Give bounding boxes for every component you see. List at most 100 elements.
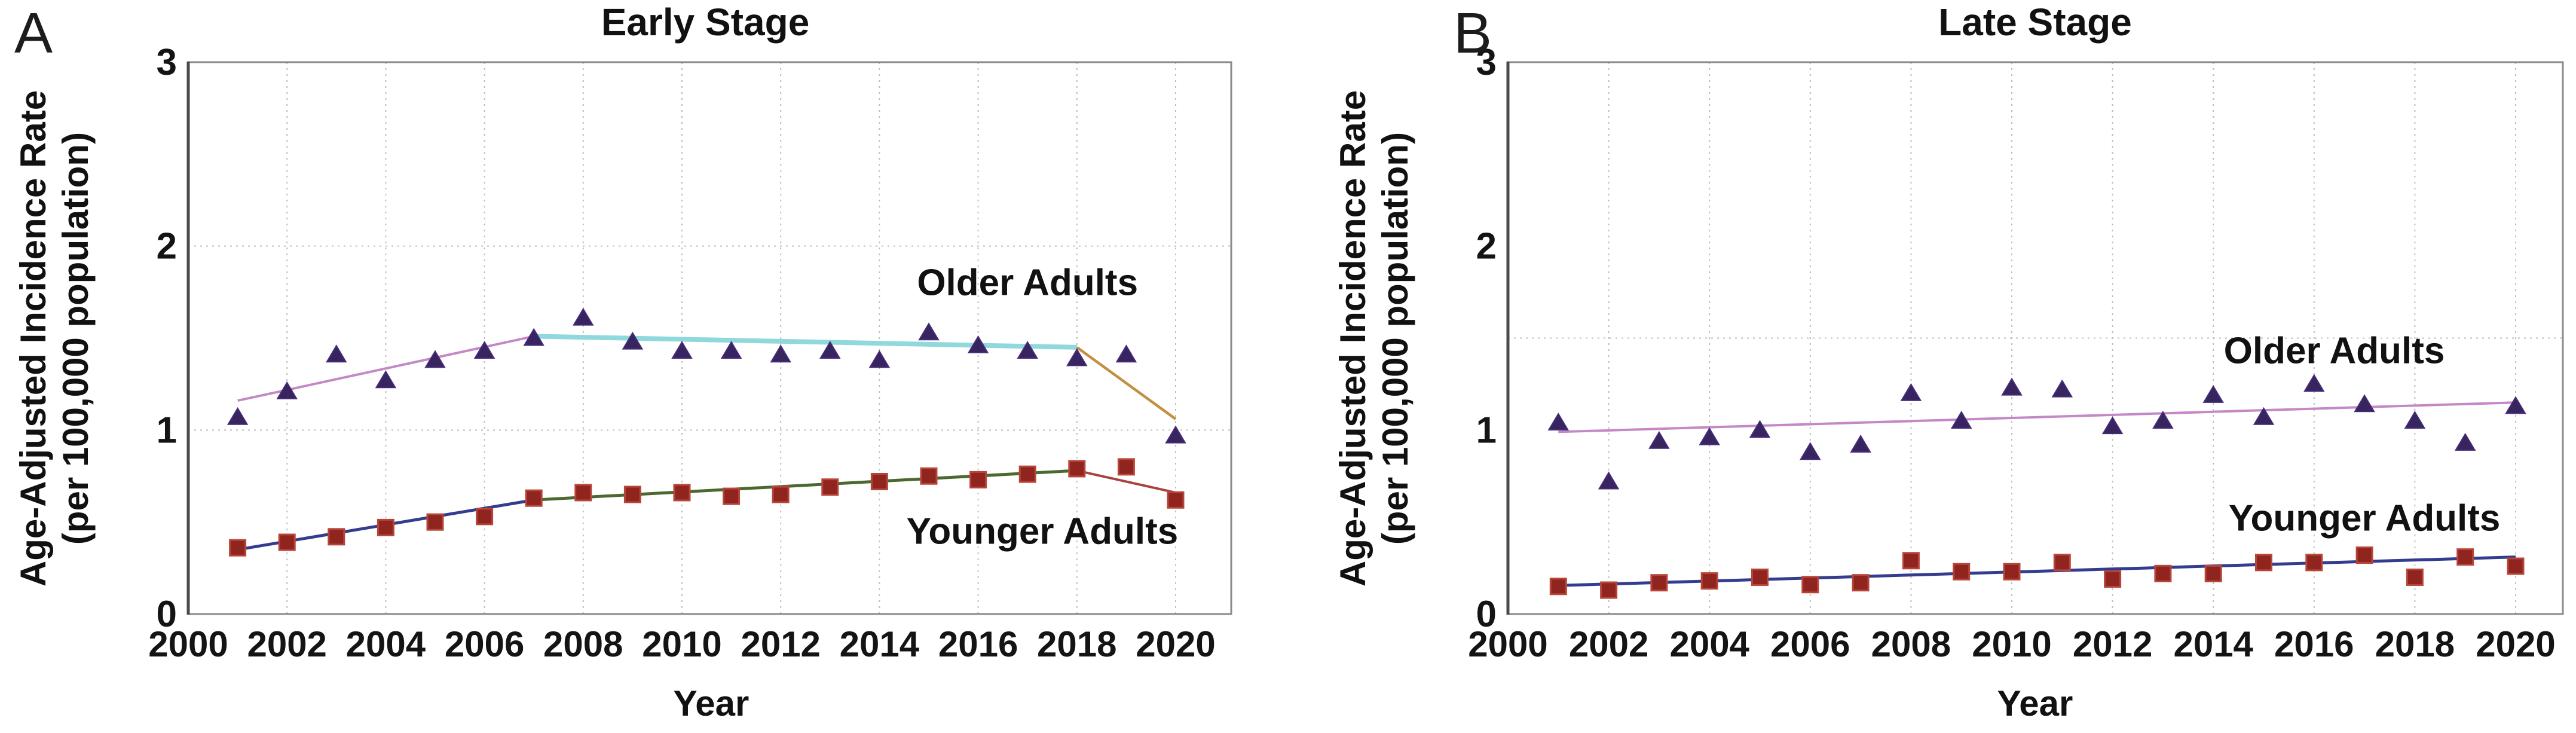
y-tick-label: 0	[1476, 594, 1497, 635]
data-point-triangle	[868, 350, 891, 368]
x-axis-label: Year	[673, 683, 749, 723]
data-point-triangle	[1749, 420, 1771, 438]
y-tick-label: 3	[157, 42, 177, 83]
data-point-triangle	[671, 341, 693, 359]
y-tick-label: 3	[1476, 42, 1497, 83]
x-tick-label: 2012	[741, 624, 820, 664]
trend-segment	[534, 334, 1077, 350]
data-point-square	[1167, 491, 1185, 509]
x-tick-label: 2008	[1871, 624, 1951, 664]
data-point-triangle	[622, 331, 644, 350]
series-label-older-adults: Older Adults	[2223, 330, 2445, 372]
data-point-square	[969, 471, 987, 488]
panel-letter-b: B	[1454, 1, 1492, 65]
x-tick-label: 2002	[1569, 624, 1648, 664]
data-point-triangle	[523, 328, 544, 346]
data-point-triangle	[227, 407, 249, 425]
y-axis-label-line2: (per 100,000 population)	[56, 132, 96, 545]
data-point-triangle	[1598, 471, 1620, 490]
x-tick-label: 2016	[2274, 624, 2354, 664]
y-axis-label-line1: Age-Adjusted Incidence Rate	[13, 90, 54, 587]
data-point-triangle	[473, 341, 495, 359]
data-point-triangle	[918, 322, 940, 341]
data-point-square	[2104, 570, 2122, 588]
data-point-square	[1650, 574, 1668, 592]
data-point-triangle	[1850, 434, 1871, 453]
series-label-older-adults: Older Adults	[917, 262, 1139, 304]
data-point-square	[2053, 554, 2071, 572]
data-point-square	[723, 487, 741, 505]
data-point-triangle	[326, 344, 347, 363]
series-younger-adults	[229, 458, 1185, 557]
data-point-square	[1549, 578, 1567, 595]
data-point-square	[1068, 460, 1086, 478]
data-point-square	[2154, 564, 2172, 582]
x-axis-label: Year	[1997, 683, 2073, 723]
data-point-triangle	[1547, 413, 1570, 431]
panel-plot-a: 2000 2002 2004 2006 2008 2010 2012 2014 2016 2018…	[148, 42, 1232, 664]
data-point-square	[377, 518, 394, 536]
data-point-square	[1700, 572, 1718, 590]
x-tick-label: 2004	[1669, 624, 1749, 664]
y-axis-label: Age-Adjusted Incidence Rate (per 100,000…	[13, 90, 97, 587]
data-point-triangle	[276, 381, 298, 399]
data-point-square	[2204, 564, 2222, 582]
trend-segment	[1076, 469, 1176, 494]
data-point-square	[772, 485, 790, 503]
trend-segment	[1558, 401, 2516, 433]
x-tick-label: 2014	[2173, 624, 2253, 664]
y-tick-label: 0	[157, 594, 177, 635]
x-tick-label: 2008	[543, 624, 623, 664]
data-point-square	[870, 472, 888, 490]
data-point-triangle	[2202, 384, 2224, 403]
data-point-square	[1751, 568, 1769, 586]
data-point-square	[1600, 581, 1618, 599]
y-axis-label-line1: Age-Adjusted Incidence Rate	[1333, 90, 1373, 587]
x-tick-label: 2006	[445, 624, 524, 664]
data-point-triangle	[1699, 427, 1720, 445]
x-tick-label: 2010	[1972, 624, 2051, 664]
x-tick-label: 2018	[2375, 624, 2455, 664]
data-point-square	[821, 478, 839, 496]
x-tick-label: 2010	[642, 624, 721, 664]
data-point-square	[920, 467, 938, 485]
x-tick-label: 2000	[148, 624, 228, 664]
panel-title-early-stage: Early Stage	[601, 1, 810, 44]
data-point-square	[2456, 548, 2474, 566]
data-point-triangle	[1950, 410, 1972, 429]
data-point-triangle	[2303, 374, 2325, 392]
data-point-square	[623, 485, 641, 503]
panel-title-late-stage: Late Stage	[1938, 1, 2132, 44]
x-tick-label: 2002	[247, 624, 326, 664]
data-point-square	[574, 484, 592, 502]
data-point-triangle	[375, 370, 397, 389]
data-point-triangle	[573, 307, 594, 326]
trend-segment	[534, 469, 1077, 502]
series-younger-adults	[1549, 546, 2525, 599]
x-tick-label: 2000	[1468, 624, 1547, 664]
y-tick-label: 2	[1476, 226, 1497, 267]
panel-plot-b: 2000 2002 2004 2006 2008 2010 2012 2014 2016 2018…	[1468, 42, 2564, 664]
data-point-square	[1902, 552, 1920, 570]
data-point-triangle	[819, 341, 841, 359]
data-point-square	[229, 539, 247, 557]
data-point-square	[426, 513, 444, 531]
data-point-triangle	[1017, 341, 1038, 359]
data-point-triangle	[2101, 416, 2124, 435]
data-point-square	[1852, 574, 1870, 592]
data-point-square	[2355, 546, 2373, 564]
data-point-square	[673, 484, 691, 502]
data-point-triangle	[770, 344, 791, 363]
data-point-square	[2003, 563, 2021, 581]
data-point-triangle	[2001, 377, 2023, 396]
series-label-younger-adults: Younger Adults	[2228, 497, 2501, 539]
x-tick-label: 2004	[346, 624, 426, 664]
x-tick-label: 2014	[840, 624, 920, 664]
data-point-triangle	[2505, 396, 2526, 414]
data-point-square	[2406, 568, 2424, 586]
y-tick-label: 1	[1476, 410, 1497, 451]
series-older-adults	[227, 307, 1186, 444]
data-point-square	[1018, 465, 1036, 483]
data-point-triangle	[1066, 348, 1088, 366]
